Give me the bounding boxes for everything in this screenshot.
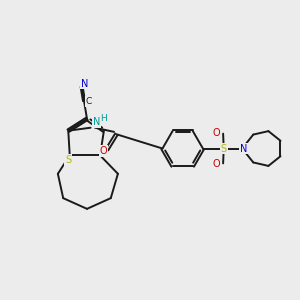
Text: S: S <box>220 143 227 154</box>
Text: O: O <box>100 146 107 156</box>
Text: N: N <box>81 79 88 89</box>
Text: N: N <box>93 117 100 128</box>
Text: N: N <box>240 143 247 154</box>
Text: H: H <box>100 114 107 123</box>
Text: O: O <box>213 159 220 169</box>
Text: O: O <box>213 128 220 138</box>
Text: C: C <box>85 97 92 106</box>
Text: S: S <box>65 155 71 165</box>
